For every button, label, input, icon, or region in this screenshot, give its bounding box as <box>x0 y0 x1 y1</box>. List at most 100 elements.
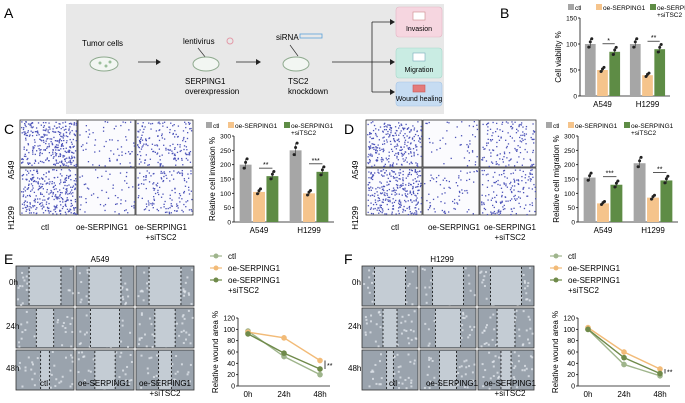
cell-dot <box>433 208 435 210</box>
cell-dot <box>367 184 369 186</box>
cell-dot <box>399 149 401 151</box>
cell-dot <box>369 145 372 147</box>
cell-dot <box>41 140 43 142</box>
cell-dot <box>446 121 448 123</box>
cell-dot <box>57 146 59 149</box>
cell-dot <box>105 170 107 172</box>
cell-dot <box>461 324 464 327</box>
cell-dot <box>101 175 103 177</box>
cell-dot <box>471 151 474 153</box>
cell-dot <box>378 147 381 149</box>
cell-dot <box>59 165 62 167</box>
cell-dot <box>497 179 499 182</box>
pipette-icon <box>197 47 207 59</box>
dish-icon <box>282 56 310 72</box>
cell-dot <box>65 191 67 193</box>
cell-dot <box>139 290 142 293</box>
cell-dot <box>20 323 23 326</box>
cell-dot <box>43 195 45 198</box>
cell-dot <box>420 197 423 199</box>
cell-dot <box>525 182 527 184</box>
significance-mark: *** <box>606 171 614 178</box>
cell-dot <box>62 321 65 324</box>
cell-dot <box>137 177 139 179</box>
cell-dot <box>374 192 376 195</box>
cell-dot <box>403 153 406 155</box>
cell-dot <box>109 160 111 162</box>
cell-dot <box>86 142 88 144</box>
cell-dot <box>483 285 486 288</box>
cell-dot <box>399 186 401 189</box>
cell-dot <box>379 187 381 189</box>
x-tick-label: 0h <box>584 390 593 399</box>
cell-dot <box>77 291 80 294</box>
cell-dot <box>148 164 150 166</box>
cell-dot <box>127 151 130 153</box>
cell-dot <box>378 212 380 214</box>
cell-dot <box>402 173 404 176</box>
cell-dot <box>24 131 26 133</box>
cell-dot <box>493 206 495 209</box>
cell-dot <box>21 158 24 160</box>
cell-dot <box>499 184 501 186</box>
cell-dot <box>24 186 26 188</box>
bar <box>647 197 659 222</box>
cell-dot <box>173 154 176 156</box>
cell-dot <box>126 365 129 368</box>
cell-dot <box>133 205 135 207</box>
cell-dot <box>183 192 185 194</box>
cell-dot <box>533 138 535 141</box>
cell-dot <box>460 375 463 378</box>
cell-dot <box>412 330 415 333</box>
cell-dot <box>155 374 158 377</box>
y-tick-label: 120 <box>223 316 235 323</box>
cell-dot <box>468 365 471 368</box>
cell-dot <box>68 129 70 131</box>
cell-dot <box>414 144 417 146</box>
cell-dot <box>45 201 48 203</box>
cell-dot <box>70 186 72 188</box>
wound-grid-e <box>15 265 195 391</box>
cell-dot <box>32 153 34 155</box>
cell-dot <box>503 183 505 185</box>
cell-dot <box>367 123 369 126</box>
cell-dot <box>139 158 141 160</box>
cell-dot <box>370 122 372 124</box>
cell-dot <box>404 151 406 153</box>
bar <box>610 184 623 222</box>
cell-dot <box>387 196 389 198</box>
cell-dot <box>168 152 170 154</box>
cell-dot <box>62 164 65 166</box>
cell-dot <box>389 164 391 166</box>
cell-dot <box>161 133 163 135</box>
cell-dot <box>69 126 71 128</box>
cell-dot <box>370 207 373 209</box>
cell-dot <box>380 353 383 356</box>
cell-dot <box>401 124 403 126</box>
cell-dot <box>481 194 483 196</box>
cell-dot <box>396 353 399 356</box>
cell-dot <box>22 128 25 131</box>
cell-dot <box>402 128 405 131</box>
cell-dot <box>412 190 415 192</box>
cell-dot <box>151 143 154 145</box>
legend-label: +siTSC2 <box>568 286 599 295</box>
cell-dot <box>64 211 67 213</box>
cell-dot <box>371 300 374 303</box>
cell-dot <box>506 186 509 188</box>
cell-dot <box>372 143 374 145</box>
legend-label: oe-SERPING1 <box>228 264 281 273</box>
cell-dot <box>521 180 523 182</box>
cell-dot <box>105 191 108 193</box>
cell-dot <box>409 192 411 194</box>
cell-dot <box>140 183 143 185</box>
cell-dot <box>368 189 370 192</box>
cell-dot <box>24 206 27 209</box>
cell-dot <box>45 183 47 185</box>
cell-dot <box>443 163 445 165</box>
cell-dot <box>146 170 148 172</box>
y-tick-label: 50 <box>568 205 576 212</box>
cell-dot <box>47 129 49 131</box>
cell-dot <box>372 208 375 210</box>
cell-dot <box>70 205 72 207</box>
